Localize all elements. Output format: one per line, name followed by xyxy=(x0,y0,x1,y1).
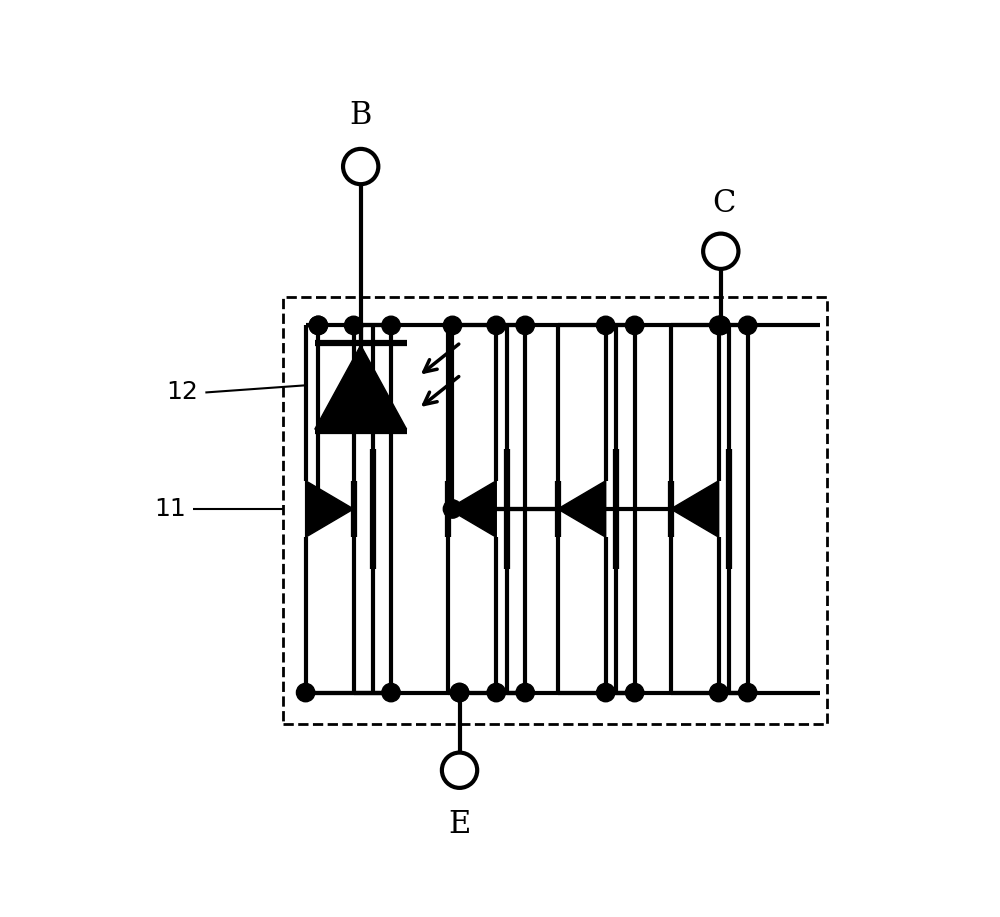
Circle shape xyxy=(450,683,469,702)
Circle shape xyxy=(487,683,505,702)
Polygon shape xyxy=(558,481,606,537)
Circle shape xyxy=(382,683,400,702)
Circle shape xyxy=(443,500,462,518)
Circle shape xyxy=(738,683,757,702)
Circle shape xyxy=(709,316,728,335)
Text: B: B xyxy=(350,100,372,131)
Circle shape xyxy=(597,316,615,335)
Polygon shape xyxy=(315,345,407,429)
Text: E: E xyxy=(448,809,471,840)
Circle shape xyxy=(625,316,644,335)
Text: 12: 12 xyxy=(166,381,198,404)
Polygon shape xyxy=(448,481,496,537)
Circle shape xyxy=(516,316,534,335)
Circle shape xyxy=(709,683,728,702)
Polygon shape xyxy=(306,481,354,537)
Circle shape xyxy=(712,316,730,335)
Circle shape xyxy=(296,683,315,702)
Circle shape xyxy=(344,316,363,335)
Circle shape xyxy=(309,316,328,335)
Circle shape xyxy=(450,683,469,702)
Text: 11: 11 xyxy=(155,497,186,521)
Bar xyxy=(283,297,827,724)
Text: C: C xyxy=(713,189,736,219)
Circle shape xyxy=(309,316,328,335)
Circle shape xyxy=(443,316,462,335)
Circle shape xyxy=(382,316,400,335)
Circle shape xyxy=(738,316,757,335)
Circle shape xyxy=(625,683,644,702)
Circle shape xyxy=(516,683,534,702)
Circle shape xyxy=(343,149,378,184)
Circle shape xyxy=(703,234,738,269)
Polygon shape xyxy=(671,481,719,537)
Circle shape xyxy=(442,753,477,788)
Circle shape xyxy=(487,316,505,335)
Circle shape xyxy=(597,683,615,702)
Circle shape xyxy=(712,316,730,335)
